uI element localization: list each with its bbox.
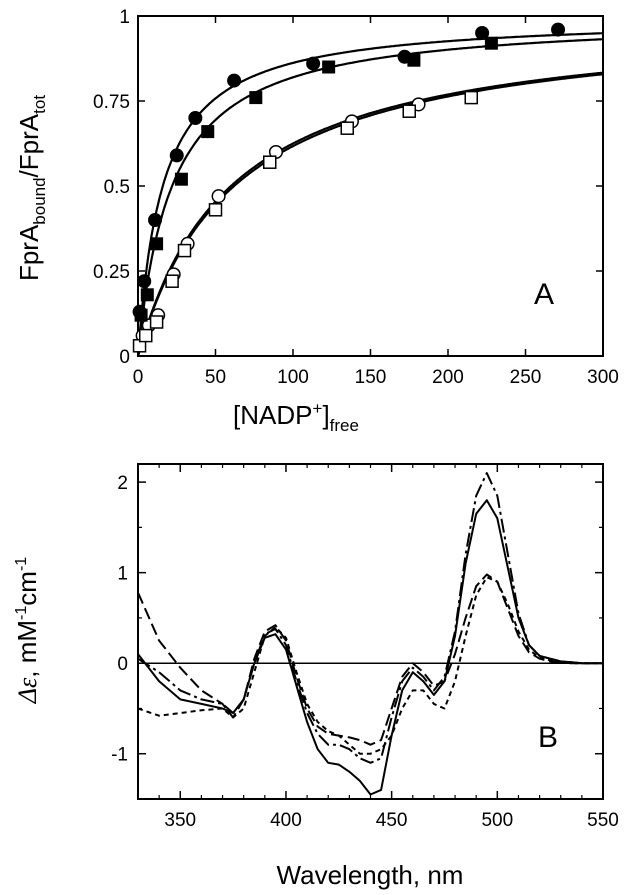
panel-a-point-filled-square xyxy=(484,36,498,50)
panel-a-fit-curve-4 xyxy=(136,73,604,357)
panel-a-point-filled-circle xyxy=(148,213,163,227)
panel-a-y-tick-label: 1 xyxy=(119,7,130,28)
panel-b-y-label-unit-a: , mM xyxy=(12,620,42,678)
panel-a-point-filled-square xyxy=(134,308,148,322)
panel-b-y-label-symbol: Δε xyxy=(13,677,42,704)
panel-a-point-open-square xyxy=(165,274,179,288)
panel-a-y-tick-label: 0.25 xyxy=(93,262,130,283)
panel-a: 0 50 100 150 200 250 300 0 0.25 0.5 0.75 1 A [NADP+… xyxy=(14,7,619,435)
panel-a-point-open-square xyxy=(340,121,354,135)
panel-b-ticks: 350 400 450 500 550 -1 0 1 2 xyxy=(111,464,619,831)
panel-a-x-tick-label: 100 xyxy=(277,367,309,388)
panel-b-y-axis-label: Δε, mM-1cm-1 xyxy=(12,557,42,705)
panel-a-point-filled-circle xyxy=(169,148,184,163)
panel-b-y-tick-label: 1 xyxy=(117,564,128,585)
panel-a-data-points xyxy=(132,22,566,353)
panel-b-x-tick-label: 550 xyxy=(587,810,619,831)
panel-a-point-open-square xyxy=(464,90,478,105)
panel-b-y-label-sup-a: -1 xyxy=(13,606,30,620)
panel-b-spectrum-long-dash xyxy=(137,573,603,746)
panel-a-y-label-s2: tot xyxy=(30,95,49,114)
panel-a-y-tick-label: 0 xyxy=(119,347,130,368)
panel-a-y-axis-label: FprAbound/FprAtot xyxy=(14,95,49,281)
panel-a-label: A xyxy=(534,278,554,311)
panel-a-fit-curve-2 xyxy=(136,38,604,357)
panel-a-x-label-sub: free xyxy=(330,416,359,435)
panel-a-point-open-square xyxy=(139,328,153,343)
panel-a-point-filled-circle xyxy=(137,274,152,289)
panel-a-x-tick-label: 300 xyxy=(587,367,619,388)
panel-b-spectrum-short-dash xyxy=(137,576,603,755)
panel-a-point-filled-square xyxy=(407,53,421,67)
panel-a-x-axis-label: [NADP+]free xyxy=(233,399,359,435)
panel-a-point-open-square xyxy=(177,243,192,258)
panel-a-point-filled-square xyxy=(174,172,188,186)
panel-b-label: B xyxy=(538,721,558,754)
panel-a-point-open-square xyxy=(149,315,164,329)
panel-a-y-tick-label: 0.5 xyxy=(104,177,130,198)
panel-a-point-filled-circle xyxy=(227,73,242,88)
panel-b-x-tick-label: 500 xyxy=(481,810,513,831)
panel-a-x-tick-label: 0 xyxy=(133,367,144,388)
panel-b: 350 400 450 500 550 -1 0 1 2 B Wavelength, nm Δε… xyxy=(12,463,619,890)
panel-b-y-label-unit-b: cm xyxy=(12,571,42,606)
panel-a-point-filled-square xyxy=(140,288,154,302)
panel-a-point-filled-circle xyxy=(188,111,203,125)
panel-a-point-filled-square xyxy=(201,125,215,139)
panel-a-point-filled-square xyxy=(150,237,164,251)
panel-a-x-tick-label: 50 xyxy=(205,367,226,388)
panel-a-y-label-p1: FprA xyxy=(14,224,44,281)
panel-a-point-filled-circle xyxy=(551,22,566,37)
panel-a-ticks: 0 50 100 150 200 250 300 0 0.25 0.5 0.75 1 xyxy=(93,7,619,388)
panel-b-x-axis-label: Wavelength, nm xyxy=(277,860,464,890)
panel-b-spectra xyxy=(137,472,603,796)
panel-b-x-tick-label: 450 xyxy=(376,810,408,831)
panel-b-y-tick-label: 2 xyxy=(117,473,128,494)
panel-a-x-tick-label: 200 xyxy=(432,367,464,388)
panel-a-point-filled-square xyxy=(322,60,336,74)
panel-a-y-label-p2: /FprA xyxy=(14,113,44,177)
panel-a-x-tick-label: 250 xyxy=(510,367,542,388)
panel-a-y-label-s1: bound xyxy=(30,177,49,224)
panel-a-point-filled-circle xyxy=(475,26,490,40)
panel-a-x-label-close: ] xyxy=(322,400,329,430)
panel-b-y-tick-label: 0 xyxy=(117,654,128,675)
panel-b-y-label-sup-b: -1 xyxy=(13,557,30,571)
panel-a-point-filled-circle xyxy=(306,56,321,71)
panel-a-fit-curve-1 xyxy=(136,32,604,357)
panel-a-x-tick-label: 150 xyxy=(355,367,387,388)
panel-a-point-open-square xyxy=(263,155,277,169)
panel-a-x-label-sup: + xyxy=(313,399,323,418)
panel-a-point-filled-square xyxy=(249,91,263,105)
panel-a-point-open-circle xyxy=(211,189,226,204)
panel-b-spectrum-solid xyxy=(137,499,603,796)
panel-a-point-open-square xyxy=(402,104,416,118)
panel-b-spectrum-dash-dot xyxy=(137,472,603,764)
panel-b-x-tick-label: 350 xyxy=(164,810,196,831)
panel-b-frame xyxy=(137,463,604,800)
panel-a-y-tick-label: 0.75 xyxy=(93,92,130,113)
panel-b-y-tick-label: -1 xyxy=(111,745,128,766)
panel-a-x-label-main: [NADP xyxy=(233,400,312,430)
panel-b-x-tick-label: 400 xyxy=(270,810,302,831)
panel-a-point-open-square xyxy=(208,203,223,217)
